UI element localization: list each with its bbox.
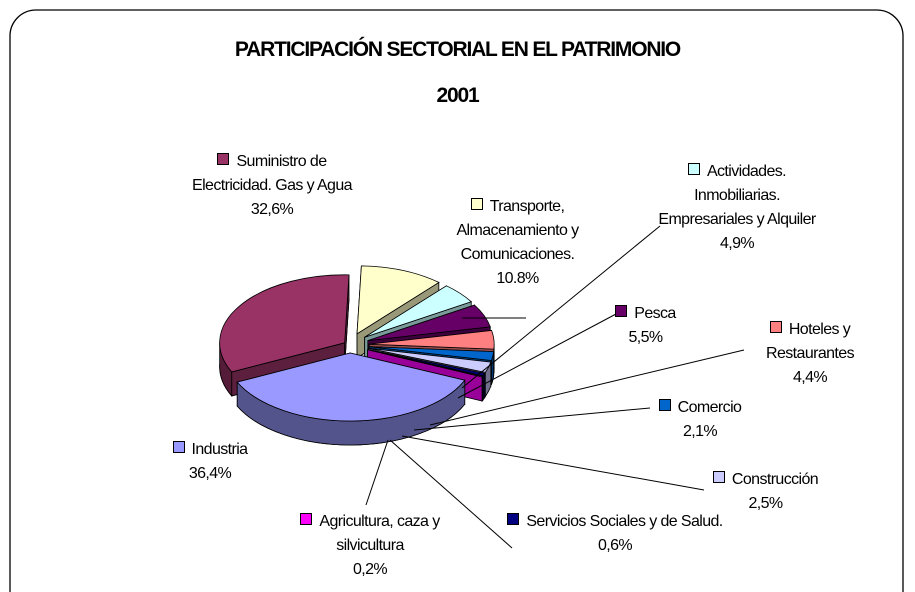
category-label: Hoteles y Restaurantes (766, 321, 855, 362)
category-label: Transporte, Almacenamiento y Comunicacio… (456, 198, 579, 263)
value-label: 32,6% (250, 201, 294, 218)
slice (368, 346, 495, 361)
legend-swatch (658, 399, 671, 411)
category-label: Suministro de Electricidad. Gas y Agua (192, 153, 353, 194)
slice-side (482, 372, 486, 402)
value-label: 4,4% (792, 369, 828, 386)
category-label: Industria (191, 441, 249, 458)
slice (367, 304, 491, 341)
legend-swatch (300, 513, 313, 525)
value-label: 4,9% (719, 235, 755, 252)
legend-swatch (172, 441, 185, 453)
data-label: Transporte, Almacenamiento y Comunicacio… (425, 195, 610, 291)
legend-swatch (470, 198, 483, 210)
pie (219, 265, 495, 446)
data-label: Agricultura, caza y silvicultura 0,2% (270, 510, 470, 582)
leader-line (461, 225, 661, 389)
leader-line (401, 435, 705, 491)
value-label: 0,6% (597, 537, 633, 554)
slice (364, 285, 473, 338)
category-label: Pesca (634, 305, 676, 322)
chart-subtitle: 2001 (436, 84, 480, 107)
data-label: Hoteles y Restaurantes 4,4% (735, 318, 885, 390)
category-label: Actividades. Inmobiliarias. Empresariale… (658, 163, 816, 228)
leader-line (389, 439, 513, 549)
leader-line (429, 349, 745, 426)
category-label: Agricultura, caza y silvicultura (319, 513, 440, 554)
chart-title: PARTICIPACIÓN SECTORIAL EN EL PATRIMONIO (234, 38, 681, 61)
data-label: Actividades. Inmobiliarias. Empresariale… (648, 160, 826, 256)
slice (356, 265, 440, 335)
value-label: 0,2% (352, 561, 388, 578)
legend-swatch (217, 153, 230, 165)
leader-line (413, 407, 651, 431)
category-label: Construcción (731, 471, 819, 488)
value-label: 10.8% (496, 270, 539, 287)
data-label: Suministro de Electricidad. Gas y Agua 32… (182, 150, 362, 222)
slice (236, 352, 466, 422)
legend-swatch (769, 321, 782, 333)
legend-swatch (712, 471, 725, 483)
legend-swatch (507, 513, 520, 525)
slice-side (481, 375, 484, 403)
category-label: Comercio (677, 399, 742, 416)
leader-line (365, 439, 389, 506)
data-label: Industria 36,4% (150, 438, 270, 486)
slice (219, 274, 350, 373)
slice (369, 330, 495, 350)
value-label: 2,5% (748, 495, 783, 512)
value-label: 5,5% (628, 329, 663, 346)
slice (367, 349, 484, 378)
legend-swatch (687, 163, 700, 175)
category-label: Servicios Sociales y de Salud. (526, 513, 723, 530)
data-label: Construcción 2,5% (688, 468, 843, 516)
data-label: Comercio 2,1% (640, 396, 760, 444)
slice (368, 347, 492, 373)
value-label: 2,1% (682, 423, 718, 440)
data-label: Servicios Sociales y de Salud. 0,6% (495, 510, 735, 558)
value-label: 36,4% (188, 465, 232, 482)
leader-line (457, 313, 617, 399)
data-label: Pesca 5,5% (598, 302, 693, 350)
legend-swatch (615, 305, 628, 317)
